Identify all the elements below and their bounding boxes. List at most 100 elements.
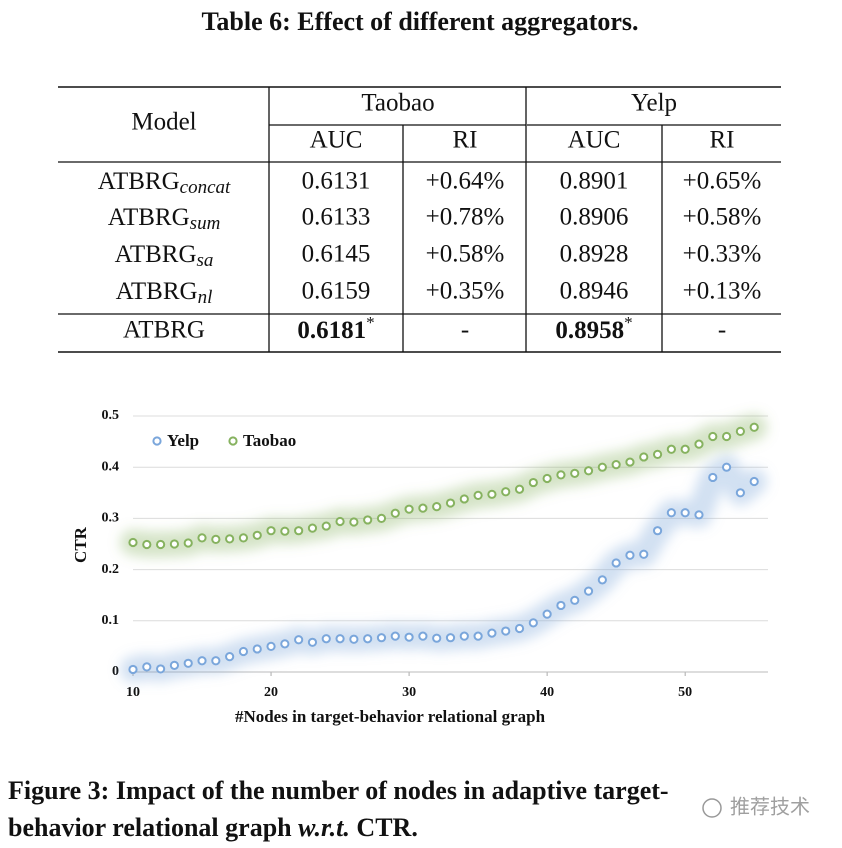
point xyxy=(708,472,718,483)
point xyxy=(335,634,345,644)
model-name: ATBRGsum xyxy=(108,204,221,235)
header-model: Model xyxy=(131,109,196,136)
y-axis-label: CTR xyxy=(71,526,90,563)
point xyxy=(666,508,676,518)
cell: 0.6159 xyxy=(302,278,371,305)
point xyxy=(211,534,221,544)
y-tick-label: 0.4 xyxy=(102,459,120,474)
caption-line: behavior relational graph w.r.t. CTR. xyxy=(8,813,418,842)
point xyxy=(142,539,152,550)
point xyxy=(445,633,456,643)
point xyxy=(542,473,552,484)
header-metric: RI xyxy=(710,127,735,154)
model-sub: sum xyxy=(190,213,221,234)
point xyxy=(666,444,676,454)
cell: +0.78% xyxy=(426,204,505,231)
cell-best: 0.8958* xyxy=(555,313,632,344)
model-base: ATBRG xyxy=(108,204,190,231)
point xyxy=(390,508,400,518)
caption-text: behavior relational graph xyxy=(8,813,298,842)
point xyxy=(128,537,138,548)
x-tick-label: 10 xyxy=(126,685,140,700)
point xyxy=(156,664,166,674)
cell-best: 0.6181* xyxy=(297,313,374,344)
best-value: 0.6181 xyxy=(297,317,366,344)
point xyxy=(473,631,483,641)
point xyxy=(376,513,387,524)
point xyxy=(652,449,663,459)
point xyxy=(197,656,207,666)
point xyxy=(611,558,621,568)
legend-marker xyxy=(228,436,238,446)
trend-glow xyxy=(120,454,768,683)
y-tick-label: 0.2 xyxy=(102,562,120,577)
y-tick-label: 0.5 xyxy=(102,408,120,423)
point xyxy=(307,637,318,647)
point xyxy=(556,470,566,480)
point xyxy=(225,534,235,544)
cell: 0.6133 xyxy=(302,204,371,231)
point xyxy=(307,523,318,533)
point xyxy=(694,510,704,520)
significance-mark: * xyxy=(366,313,375,332)
model-name: ATBRG xyxy=(123,317,205,344)
cell: 0.8946 xyxy=(560,278,629,305)
model-name: ATBRGnl xyxy=(116,278,213,309)
point xyxy=(156,539,166,550)
table-title: Table 6: Effect of different aggregators… xyxy=(201,7,638,36)
point xyxy=(570,468,580,478)
point xyxy=(749,422,759,432)
point xyxy=(404,632,414,642)
caption-italic: w.r.t. xyxy=(298,813,350,842)
point xyxy=(721,431,732,442)
point xyxy=(169,539,180,549)
model-base: ATBRG xyxy=(115,241,197,268)
point xyxy=(252,530,262,540)
model-sub: nl xyxy=(198,287,213,308)
point xyxy=(459,494,469,504)
cell: +0.35% xyxy=(426,278,505,305)
point xyxy=(652,526,663,536)
model-name: ATBRGconcat xyxy=(98,168,231,199)
point xyxy=(321,521,331,531)
watermark-icon xyxy=(702,798,722,818)
point xyxy=(680,508,690,518)
legend-label: Taobao xyxy=(243,431,296,450)
point xyxy=(680,444,690,454)
point xyxy=(721,462,732,472)
point xyxy=(749,476,759,487)
model-base: ATBRG xyxy=(116,278,198,305)
point xyxy=(625,457,635,467)
cell: +0.13% xyxy=(683,278,762,305)
point xyxy=(252,644,262,654)
point xyxy=(142,662,152,672)
point xyxy=(266,641,276,652)
point xyxy=(459,631,469,641)
point xyxy=(128,664,138,675)
cell: 0.8928 xyxy=(560,241,629,268)
point xyxy=(445,498,456,508)
significance-mark: * xyxy=(624,313,633,332)
point xyxy=(694,439,704,449)
point xyxy=(542,609,552,619)
cell: - xyxy=(461,317,469,344)
x-axis-label: #Nodes in target-behavior relational gra… xyxy=(235,707,546,726)
point xyxy=(183,538,193,548)
cell: +0.64% xyxy=(426,168,505,195)
point xyxy=(280,526,290,536)
point xyxy=(280,639,290,649)
point xyxy=(735,488,745,498)
x-tick-label: 20 xyxy=(264,685,278,700)
header-metric: RI xyxy=(453,127,478,154)
point xyxy=(238,533,249,543)
trend-glow xyxy=(120,414,768,558)
point xyxy=(501,626,511,636)
cell: 0.6145 xyxy=(302,241,371,268)
point xyxy=(376,633,387,643)
caption-text: CTR. xyxy=(350,813,418,842)
point xyxy=(597,462,607,472)
caption-line: Figure 3: Impact of the number of nodes … xyxy=(8,776,669,805)
y-tick-label: 0.1 xyxy=(102,613,120,628)
point xyxy=(597,575,607,585)
